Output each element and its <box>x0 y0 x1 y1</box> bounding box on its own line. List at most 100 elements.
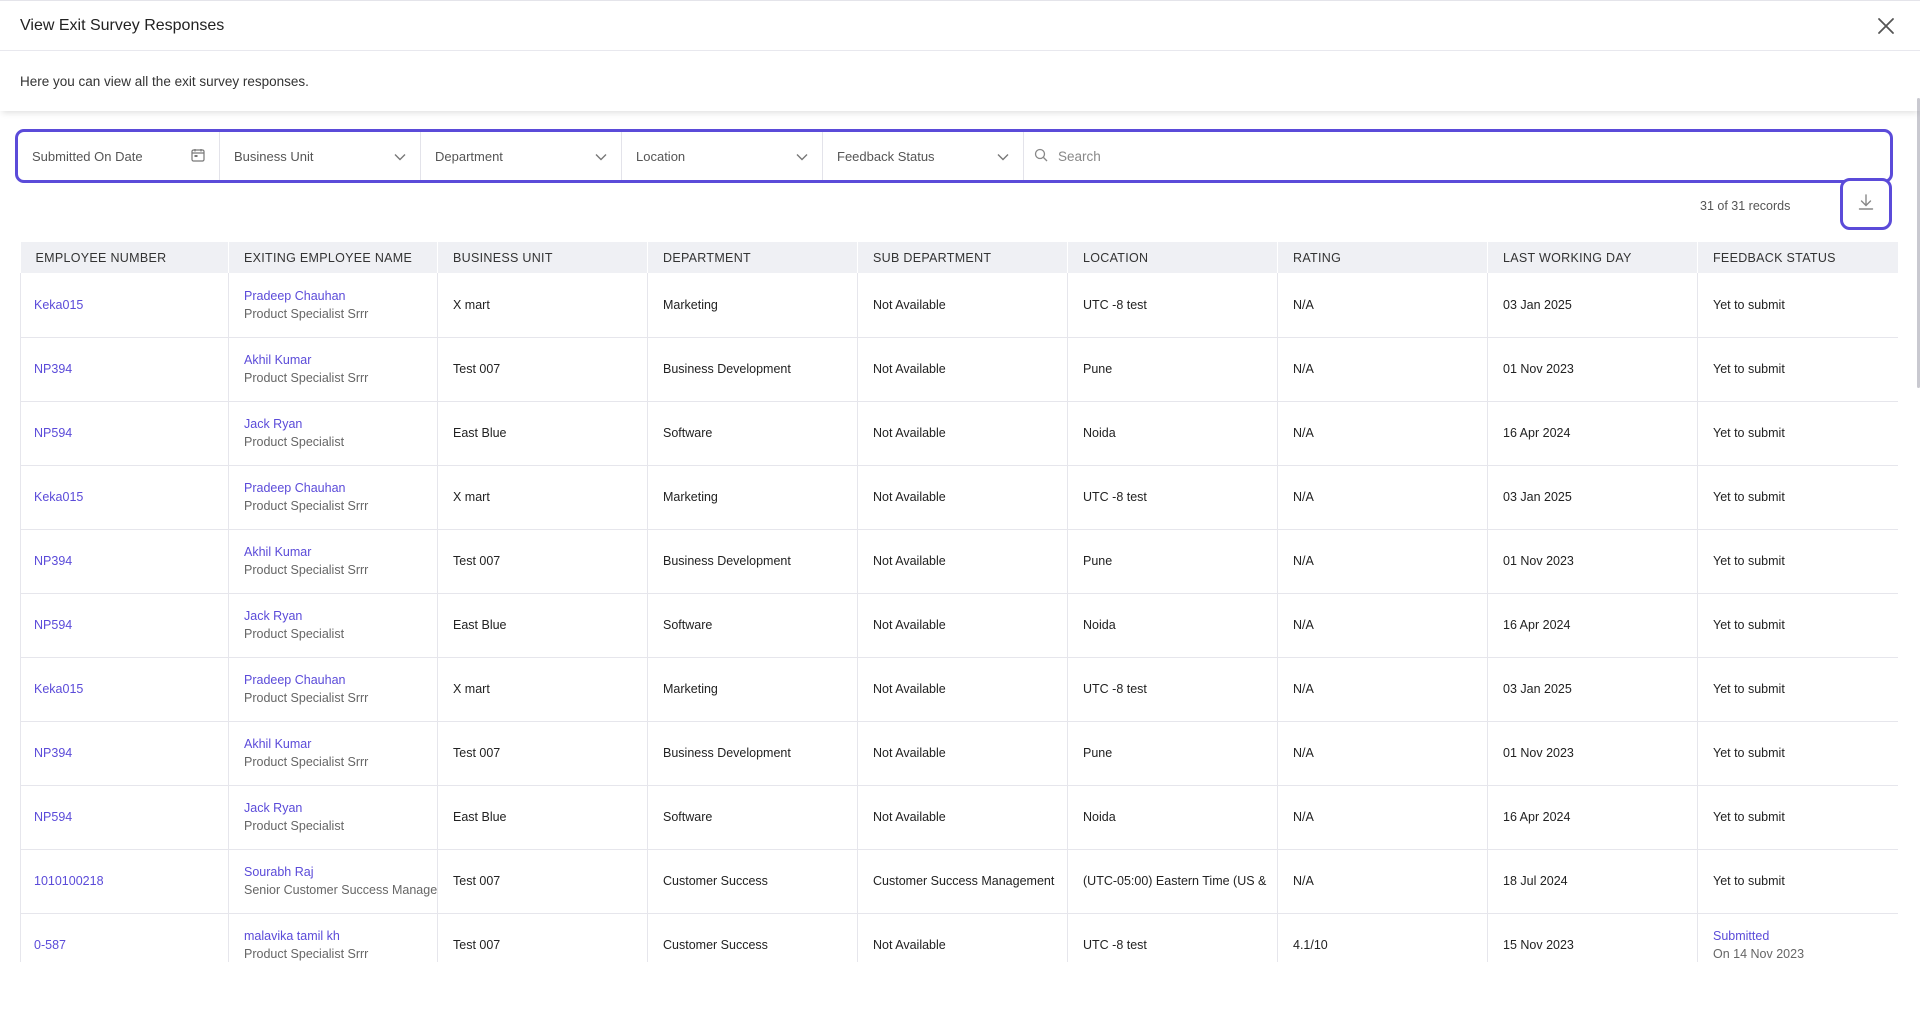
sub-department-cell: Not Available <box>857 337 1068 402</box>
last-working-day-cell: 16 Apr 2024 <box>1487 401 1698 466</box>
rating-cell: 4.1/10 <box>1277 913 1488 962</box>
filter-bar: Submitted On Date Business Unit Departme… <box>15 129 1893 183</box>
employee-number-link[interactable]: Keka015 <box>34 682 84 696</box>
feedback-status-cell: Yet to submit <box>1697 337 1898 402</box>
employee-number-link[interactable]: 1010100218 <box>34 874 104 888</box>
business-unit-cell: Test 007 <box>437 913 648 962</box>
chevron-down-icon <box>394 149 406 164</box>
column-header[interactable]: SUB DEPARTMENT <box>857 242 1068 273</box>
search-input[interactable]: Search <box>1024 132 1890 180</box>
employee-number-link[interactable]: NP594 <box>34 810 73 824</box>
table-row[interactable]: NP394 Akhil Kumar Product Specialist Srrr T… <box>20 337 1898 402</box>
table-row[interactable]: NP594 Jack Ryan Product Specialist East Blu… <box>20 785 1898 850</box>
close-icon[interactable] <box>1872 12 1900 40</box>
submitted-on-date-label: Submitted On Date <box>32 148 143 164</box>
employee-designation: Senior Customer Success Manage <box>244 883 438 897</box>
employee-name-link[interactable]: malavika tamil kh <box>244 929 340 943</box>
employee-name-cell: Jack Ryan Product Specialist <box>228 785 438 850</box>
employee-name-link[interactable]: Pradeep Chauhan <box>244 288 346 303</box>
department-cell: Marketing <box>647 273 858 338</box>
column-header[interactable]: BUSINESS UNIT <box>437 242 648 273</box>
column-header[interactable]: EMPLOYEE NUMBER <box>20 242 229 273</box>
employee-number-cell: NP594 <box>20 593 229 658</box>
scrollbar[interactable] <box>1917 98 1920 388</box>
employee-number-link[interactable]: NP594 <box>34 426 73 440</box>
employee-name-link[interactable]: Akhil Kumar <box>244 737 312 751</box>
last-working-day-cell: 03 Jan 2025 <box>1487 465 1698 530</box>
employee-number-cell: NP394 <box>20 337 229 402</box>
sub-department-cell: Not Available <box>857 657 1068 722</box>
submitted-on-date-filter[interactable]: Submitted On Date <box>18 132 220 180</box>
employee-name-cell: malavika tamil kh Product Specialist Srrr <box>228 913 438 962</box>
table-row[interactable]: NP594 Jack Ryan Product Specialist East Blu… <box>20 401 1898 466</box>
column-header[interactable]: EXITING EMPLOYEE NAME <box>228 242 438 273</box>
feedback-status-text: Yet to submit <box>1713 362 1785 376</box>
business-unit-label: Business Unit <box>234 148 314 164</box>
table-row[interactable]: Keka015 Pradeep Chauhan Product Specialist… <box>20 657 1898 722</box>
rating-cell: N/A <box>1277 593 1488 658</box>
employee-number-link[interactable]: 0-587 <box>34 938 66 952</box>
feedback-status-cell: Yet to submit <box>1697 849 1898 914</box>
feedback-status-text: Yet to submit <box>1713 554 1785 568</box>
table-row[interactable]: Keka015 Pradeep Chauhan Product Specialist… <box>20 465 1898 530</box>
feedback-status-link[interactable]: Submitted <box>1713 929 1770 943</box>
location-filter[interactable]: Location <box>622 132 823 180</box>
employee-name-cell: Pradeep Chauhan Product Specialist Srrr <box>228 465 438 530</box>
rating-cell: N/A <box>1277 465 1488 530</box>
business-unit-filter[interactable]: Business Unit <box>220 132 421 180</box>
search-placeholder: Search <box>1058 148 1101 164</box>
employee-number-link[interactable]: NP394 <box>34 746 73 760</box>
feedback-status-text: Yet to submit <box>1713 490 1785 504</box>
column-header[interactable]: DEPARTMENT <box>647 242 858 273</box>
download-button[interactable] <box>1840 178 1892 230</box>
employee-number-cell: Keka015 <box>20 657 229 722</box>
sub-department-cell: Not Available <box>857 785 1068 850</box>
calendar-icon <box>191 148 205 165</box>
feedback-status-filter[interactable]: Feedback Status <box>823 132 1024 180</box>
sub-department-cell: Customer Success Management <box>857 849 1068 914</box>
location-cell: Pune <box>1067 337 1278 402</box>
employee-name-link[interactable]: Sourabh Raj <box>244 865 314 879</box>
location-label: Location <box>636 148 686 164</box>
employee-name-link[interactable]: Jack Ryan <box>244 801 303 815</box>
department-cell: Marketing <box>647 657 858 722</box>
employee-number-link[interactable]: NP394 <box>34 362 73 376</box>
employee-name-link[interactable]: Akhil Kumar <box>244 545 312 559</box>
column-header[interactable]: LAST WORKING DAY <box>1487 242 1698 273</box>
business-unit-cell: X mart <box>437 273 648 338</box>
last-working-day-cell: 18 Jul 2024 <box>1487 849 1698 914</box>
column-header[interactable]: LOCATION <box>1067 242 1278 273</box>
department-filter[interactable]: Department <box>421 132 622 180</box>
column-header[interactable]: RATING <box>1277 242 1488 273</box>
last-working-day-cell: 01 Nov 2023 <box>1487 337 1698 402</box>
table-row[interactable]: NP394 Akhil Kumar Product Specialist Srrr T… <box>20 721 1898 786</box>
employee-name-link[interactable]: Pradeep Chauhan <box>244 673 346 687</box>
feedback-status-cell: Yet to submit <box>1697 785 1898 850</box>
feedback-status-text: Yet to submit <box>1713 618 1785 632</box>
employee-name-cell: Jack Ryan Product Specialist <box>228 593 438 658</box>
column-header[interactable]: FEEDBACK STATUS <box>1697 242 1898 273</box>
department-cell: Customer Success <box>647 913 858 962</box>
employee-name-link[interactable]: Akhil Kumar <box>244 353 312 367</box>
feedback-status-text: Yet to submit <box>1713 426 1785 440</box>
table-row[interactable]: 1010100218 Sourabh Raj Senior Customer Suc… <box>20 849 1898 914</box>
table-row[interactable]: 0-587 malavika tamil kh Product Specialist… <box>20 913 1898 962</box>
employee-name-link[interactable]: Jack Ryan <box>244 609 303 623</box>
employee-name-link[interactable]: Jack Ryan <box>244 417 303 431</box>
employee-number-link[interactable]: NP394 <box>34 554 73 568</box>
location-cell: Noida <box>1067 401 1278 466</box>
table-row[interactable]: NP394 Akhil Kumar Product Specialist Srrr T… <box>20 529 1898 594</box>
feedback-status-cell: Yet to submit <box>1697 721 1898 786</box>
search-icon <box>1034 148 1048 165</box>
employee-number-link[interactable]: Keka015 <box>34 490 84 504</box>
sub-department-cell: Not Available <box>857 465 1068 530</box>
table-row[interactable]: NP594 Jack Ryan Product Specialist East Blu… <box>20 593 1898 658</box>
employee-number-cell: Keka015 <box>20 273 229 338</box>
table-row[interactable]: Keka015 Pradeep Chauhan Product Specialist… <box>20 273 1898 338</box>
location-cell: Noida <box>1067 593 1278 658</box>
employee-designation: Product Specialist Srrr <box>244 499 369 513</box>
employee-name-link[interactable]: Pradeep Chauhan <box>244 481 346 495</box>
employee-designation: Product Specialist <box>244 627 345 641</box>
employee-number-link[interactable]: Keka015 <box>34 297 84 312</box>
employee-number-link[interactable]: NP594 <box>34 618 73 632</box>
